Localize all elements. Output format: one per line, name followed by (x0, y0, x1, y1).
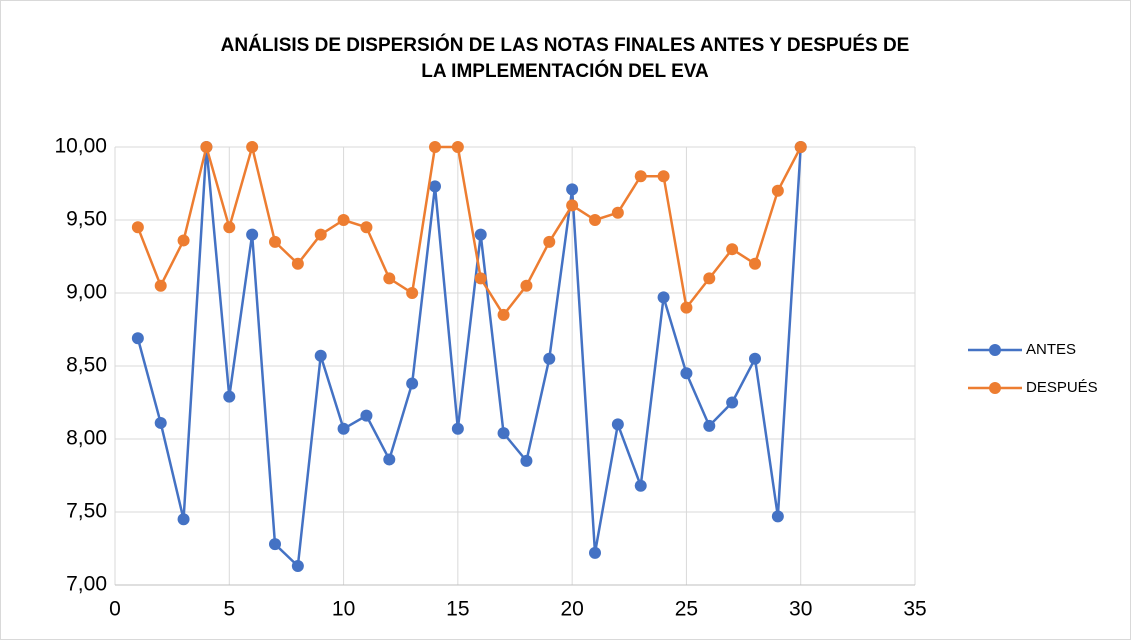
data-point (474, 272, 487, 285)
data-point (314, 349, 327, 362)
data-point (246, 141, 259, 153)
data-point (497, 427, 510, 440)
data-point (246, 228, 259, 241)
data-point (429, 141, 441, 153)
data-point (680, 367, 693, 380)
legend-label: ANTES (1026, 341, 1076, 358)
data-point (497, 308, 510, 321)
data-point (360, 409, 373, 422)
y-tick-label: 7,00 (66, 573, 107, 596)
data-point (634, 170, 647, 183)
data-point (131, 332, 144, 345)
data-point (154, 416, 167, 429)
x-tick-label: 25 (675, 598, 698, 621)
data-point (200, 141, 213, 153)
y-tick-label: 7,50 (66, 500, 107, 523)
y-tick-label: 10,00 (54, 135, 107, 158)
legend-marker (989, 382, 1001, 394)
data-point (634, 479, 647, 492)
data-point (749, 257, 761, 270)
x-tick-label: 35 (903, 598, 926, 621)
data-point (383, 272, 396, 285)
data-point (383, 453, 396, 466)
data-point (566, 183, 579, 196)
data-point (749, 352, 761, 365)
data-point (451, 141, 464, 153)
x-tick-label: 20 (560, 598, 583, 621)
data-point (474, 228, 487, 241)
series-line (136, 142, 802, 318)
data-point (406, 287, 419, 299)
data-point (406, 377, 419, 390)
data-point (589, 214, 601, 226)
x-tick-label: 10 (332, 598, 355, 621)
data-point (611, 206, 624, 219)
data-point (291, 560, 304, 573)
data-point (520, 279, 533, 292)
data-point (337, 422, 350, 435)
data-point (543, 235, 556, 248)
data-point (337, 214, 350, 226)
data-point (589, 546, 601, 559)
data-point (177, 513, 190, 526)
data-point (543, 352, 556, 365)
y-tick-label: 8,00 (66, 427, 107, 450)
chart-subtitle: LA IMPLEMENTACIÓN DEL EVA (421, 60, 709, 82)
data-point (314, 228, 327, 241)
data-point (703, 419, 716, 432)
data-point (771, 184, 784, 197)
data-point (360, 221, 373, 234)
data-point (680, 301, 693, 314)
x-tick-label: 5 (223, 598, 235, 621)
chart-title: ANÁLISIS DE DISPERSIÓN DE LAS NOTAS FINA… (221, 34, 910, 56)
data-point (771, 510, 784, 523)
data-point (269, 538, 281, 551)
data-point (726, 396, 739, 409)
data-point (451, 422, 464, 435)
x-tick-label: 0 (109, 598, 121, 621)
data-point (726, 243, 739, 256)
data-point (223, 390, 236, 403)
data-point (131, 221, 144, 234)
data-point (223, 221, 236, 234)
legend-marker (989, 344, 1001, 356)
x-tick-label: 15 (446, 598, 469, 621)
data-point (291, 257, 304, 270)
legend-label: DESPUÉS (1026, 379, 1098, 396)
data-point (520, 454, 533, 467)
data-point (611, 418, 624, 431)
x-tick-label: 30 (789, 598, 812, 621)
data-point (657, 170, 670, 183)
data-point (154, 279, 167, 292)
data-point (269, 235, 281, 248)
data-point (429, 180, 441, 193)
y-tick-label: 9,00 (66, 281, 107, 304)
data-point (794, 141, 807, 153)
y-tick-label: 9,50 (66, 208, 107, 231)
series-line (136, 146, 802, 569)
data-point (177, 234, 190, 247)
y-tick-label: 8,50 (66, 354, 107, 377)
data-point (703, 272, 716, 285)
data-point (657, 291, 670, 304)
data-point (566, 199, 579, 212)
